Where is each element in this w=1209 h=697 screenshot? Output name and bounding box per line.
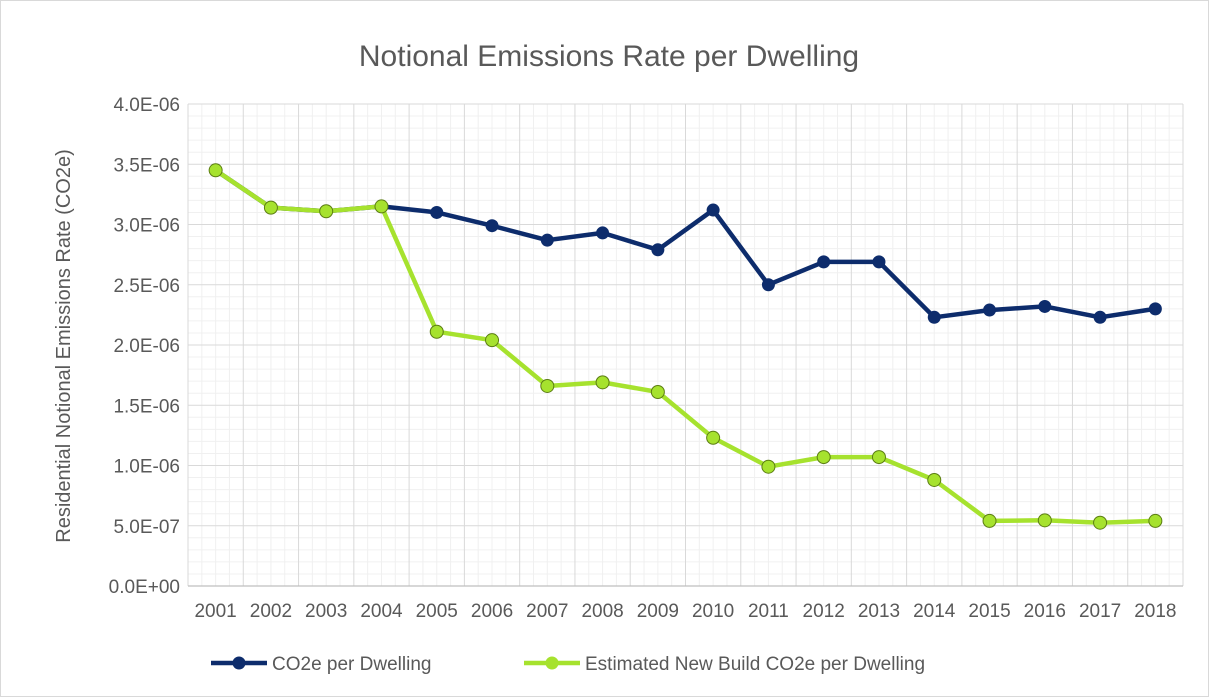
y-tick-label: 4.0E-06: [113, 95, 180, 116]
data-point: [706, 203, 720, 217]
data-point: [540, 378, 555, 393]
data-point: [927, 310, 941, 324]
series-1: [208, 163, 1163, 530]
data-point: [1148, 302, 1162, 316]
y-tick-label: 3.0E-06: [113, 216, 180, 237]
data-point: [1148, 513, 1163, 528]
x-tick-label: 2008: [581, 601, 623, 622]
data-point: [1038, 299, 1052, 313]
x-tick-label: 2013: [858, 601, 900, 622]
x-tick-label: 2016: [1024, 601, 1066, 622]
data-point: [650, 384, 665, 399]
data-point: [871, 450, 886, 465]
x-tick-label: 2001: [194, 601, 236, 622]
y-tick-label: 3.5E-06: [113, 155, 180, 176]
x-tick-label: 2006: [471, 601, 513, 622]
x-tick-label: 2017: [1079, 601, 1121, 622]
data-point: [1037, 513, 1052, 528]
data-point: [872, 255, 886, 269]
data-point: [983, 303, 997, 317]
chart-title: Notional Emissions Rate per Dwelling: [359, 40, 859, 73]
y-tick-label: 2.0E-06: [113, 336, 180, 357]
legend-item-1: Estimated New Build CO2e per Dwelling: [524, 654, 925, 675]
data-point: [374, 199, 389, 214]
data-point: [540, 233, 554, 247]
data-point: [485, 219, 499, 233]
data-point: [208, 163, 223, 178]
x-tick-label: 2010: [692, 601, 734, 622]
x-tick-label: 2018: [1134, 601, 1176, 622]
x-tick-label: 2011: [748, 601, 789, 622]
x-tick-label: 2004: [360, 601, 403, 622]
legend: CO2e per Dwelling Estimated New Build CO2…: [211, 654, 925, 675]
data-point: [595, 375, 610, 390]
data-point: [651, 243, 665, 257]
data-point: [761, 278, 775, 292]
data-point: [485, 333, 500, 348]
y-tick-label: 2.5E-06: [113, 276, 180, 297]
series-line: [213, 168, 1158, 525]
legend-item-0: CO2e per Dwelling: [211, 654, 431, 675]
legend-swatch-marker: [545, 656, 559, 670]
legend-label: CO2e per Dwelling: [272, 654, 431, 675]
series-layer: [208, 163, 1163, 530]
data-point: [430, 205, 444, 219]
data-point: [1093, 515, 1108, 530]
data-point: [761, 459, 776, 474]
data-point: [319, 204, 334, 219]
data-point: [982, 513, 997, 528]
y-tick-label: 1.0E-06: [113, 457, 180, 478]
y-tick-label: 1.5E-06: [113, 396, 180, 417]
data-point: [1093, 310, 1107, 324]
grid: [187, 103, 1184, 587]
y-axis-label: Residential Notional Emissions Rate (CO2…: [53, 149, 75, 543]
data-point: [816, 450, 831, 465]
y-tick-label: 0.0E+00: [109, 577, 180, 598]
axes: 0.0E+00 5.0E-07 1.0E-06 1.5E-06 2.0E-06 2.5E-…: [109, 95, 1183, 622]
x-tick-label: 2003: [305, 601, 347, 622]
x-tick-label: 2005: [416, 601, 458, 622]
x-tick-label: 2014: [913, 601, 956, 622]
data-point: [429, 324, 444, 339]
y-tick-label: 5.0E-07: [113, 517, 180, 538]
x-tick-label: 2002: [250, 601, 292, 622]
data-point: [817, 255, 831, 269]
x-tick-label: 2015: [968, 601, 1010, 622]
x-tick-label: 2012: [803, 601, 845, 622]
data-point: [263, 200, 278, 215]
legend-swatch-marker: [232, 656, 246, 670]
data-point: [706, 430, 721, 445]
data-point: [596, 226, 610, 240]
x-tick-label: 2007: [526, 601, 568, 622]
x-tick-label: 2009: [637, 601, 679, 622]
data-point: [927, 472, 942, 487]
legend-label: Estimated New Build CO2e per Dwelling: [585, 654, 925, 675]
